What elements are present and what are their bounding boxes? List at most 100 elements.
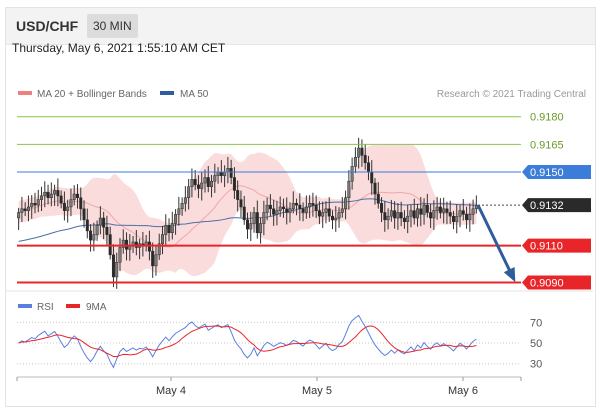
candle-body — [334, 217, 338, 221]
candle-body — [412, 210, 416, 219]
candle-body — [82, 208, 86, 221]
resistance-level-label: 0.9165 — [530, 139, 564, 151]
rsi-legend-label: RSI — [37, 302, 54, 313]
last-level-tag — [522, 198, 591, 213]
candle-body — [291, 203, 295, 210]
candle-body — [111, 254, 115, 278]
candle-body — [223, 171, 227, 176]
ma20-line — [18, 185, 477, 248]
candle-body — [435, 206, 439, 211]
candle-body — [75, 193, 79, 199]
candle-body — [438, 206, 442, 213]
candle-body — [383, 212, 387, 221]
candle-body — [43, 191, 47, 197]
candle-body — [219, 171, 223, 176]
candle-body — [53, 190, 57, 195]
candle-body — [46, 191, 50, 199]
forecast-arrow-head — [503, 266, 516, 283]
candle-body — [451, 215, 455, 222]
candle-body — [295, 203, 299, 206]
candle-body — [465, 214, 469, 221]
candle-body — [252, 212, 256, 224]
candle-body — [386, 215, 390, 221]
candle-body — [455, 215, 459, 222]
candle-body — [167, 225, 171, 234]
rsi-tick-label: 70 — [530, 317, 542, 329]
candle-body — [373, 182, 377, 195]
candle-body — [183, 197, 187, 204]
candle-body — [30, 203, 34, 208]
candle-body — [416, 208, 420, 219]
candle-body — [193, 179, 197, 186]
candle-body — [347, 180, 351, 199]
candle-body — [366, 162, 370, 173]
candle-body — [242, 206, 246, 221]
rsi-tick-label: 30 — [530, 359, 542, 371]
candle-body — [317, 210, 321, 217]
candle-body — [402, 217, 406, 222]
candle-body — [213, 175, 217, 182]
candle-body — [246, 219, 249, 230]
candle-body — [298, 204, 302, 210]
candle-body — [268, 204, 272, 210]
candle-body — [331, 215, 334, 221]
x-tick-label: May 4 — [156, 385, 186, 397]
rsi-plot: 70 50 30 — [17, 314, 542, 371]
candle-body — [249, 223, 253, 230]
candle-body — [164, 225, 168, 235]
candle-body — [471, 208, 475, 215]
candle-body — [255, 212, 259, 234]
candle-body — [177, 208, 181, 215]
last-level-label: 0.9132 — [530, 200, 564, 212]
ma9-legend-label: 9MA — [86, 302, 107, 313]
candle-body — [105, 226, 109, 235]
candle-body — [239, 199, 243, 208]
candle-body — [85, 219, 89, 232]
candle-body — [327, 208, 331, 217]
candle-body — [380, 203, 384, 213]
rsi-line — [18, 314, 477, 369]
support-level-label: 0.9090 — [530, 277, 564, 289]
candle-body — [265, 204, 269, 213]
ma9-legend-swatch — [66, 304, 80, 308]
candle-body — [308, 203, 312, 208]
candle-body — [26, 206, 30, 211]
candle-body — [285, 208, 289, 213]
candle-body — [56, 190, 60, 197]
levels: 0.9180 0.9165 0.9150 0.9132 0.9110 0.9090 — [17, 112, 591, 290]
candle-body — [275, 210, 279, 215]
x-axis: May 4 May 5 May 6 — [16, 377, 522, 397]
candle-body — [89, 230, 93, 241]
candle-body — [187, 186, 191, 199]
candle-body — [314, 204, 318, 211]
timeframe-button[interactable]: 30 MIN — [87, 14, 138, 38]
candle-body — [40, 195, 44, 200]
candle-body — [409, 210, 413, 217]
candle-body — [174, 214, 178, 224]
candle-body — [350, 166, 354, 182]
candle-body — [324, 208, 328, 213]
candle-body — [157, 243, 161, 256]
candle-body — [206, 177, 210, 187]
candle-body — [49, 193, 53, 199]
candle-body — [59, 195, 63, 204]
bollinger-legend-label: MA 20 + Bollinger Bands — [37, 89, 147, 100]
candle-body — [321, 212, 325, 217]
support-level-tag — [522, 275, 591, 290]
candle-body — [393, 210, 397, 219]
x-tick-label: May 6 — [448, 385, 478, 397]
candle-body — [344, 197, 348, 210]
symbol-label: USD/CHF — [16, 18, 79, 34]
candle-body — [190, 179, 194, 187]
candle-body — [337, 212, 341, 219]
candle-body — [422, 204, 426, 215]
candle-body — [151, 250, 155, 267]
resistance-level-label: 0.9180 — [530, 112, 564, 124]
candle-body — [95, 225, 99, 235]
candle-body — [23, 208, 27, 211]
candle-body — [468, 214, 472, 221]
rsi-legend-swatch — [18, 304, 32, 308]
candle-body — [442, 208, 446, 213]
candle-body — [33, 203, 37, 206]
